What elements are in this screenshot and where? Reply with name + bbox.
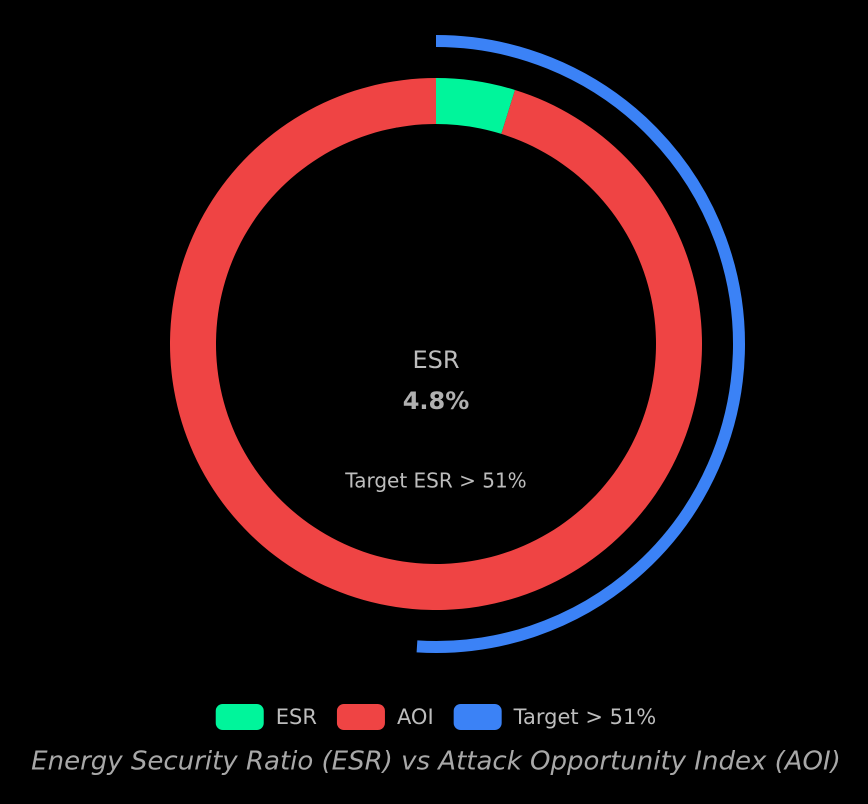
donut-segment [436,78,516,134]
caption: Energy Security Ratio (ESR) vs Attack Op… [31,747,841,777]
legend-swatch [453,704,502,730]
legend-swatch [336,704,385,730]
legend-label: AOI [397,705,434,729]
center-title: ESR [412,346,459,374]
legend: ESR AOI Target > 51% [215,704,657,730]
center-value: 4.8% [403,387,470,415]
legend-label: Target > 51% [513,705,657,729]
legend-label: ESR [276,705,317,729]
target-arc [416,35,745,653]
legend-swatch [215,704,264,730]
annotation: Target ESR > 51% [344,469,526,493]
